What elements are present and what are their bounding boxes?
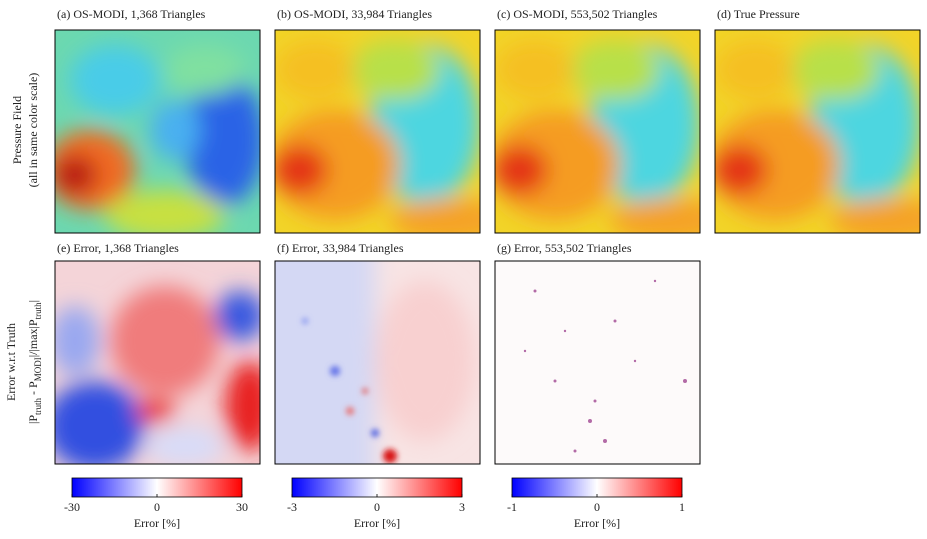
tick-label: 0	[594, 500, 600, 514]
tick-label: 30	[236, 500, 248, 514]
heatmap	[714, 29, 921, 234]
heatmap	[54, 29, 261, 234]
formula-part: |/|max|P	[26, 319, 40, 357]
tick-label: 0	[154, 500, 160, 514]
colorbar-label: Error [%]	[354, 516, 400, 530]
row-label: (all in same color scale)	[26, 73, 40, 188]
panel-title: (f) Error, 33,984 Triangles	[277, 241, 404, 255]
heatmap	[274, 260, 481, 465]
panel-title: (e) Error, 1,368 Triangles	[57, 241, 179, 255]
panel-title: (a) OS-MODI, 1,368 Triangles	[57, 7, 206, 21]
panel-title: (g) Error, 553,502 Triangles	[497, 241, 632, 255]
panel-title: (d) True Pressure	[717, 7, 800, 21]
row-label: Error w.r.t Truth	[4, 323, 18, 401]
formula-sub: MODI	[33, 357, 43, 381]
tick-label: 3	[459, 500, 465, 514]
tick-label: -30	[64, 500, 80, 514]
row-label: Pressure Field	[10, 96, 24, 164]
heatmap	[54, 260, 261, 465]
heatmap	[274, 29, 481, 234]
formula-sub: truth	[33, 397, 43, 414]
tick-label: -3	[287, 500, 297, 514]
colorbar-label: Error [%]	[574, 516, 620, 530]
formula-part: |	[26, 300, 40, 302]
formula-part: - P	[26, 381, 40, 398]
tick-label: 1	[679, 500, 685, 514]
panel-titles: (a) OS-MODI, 1,368 Triangles (b) OS-MODI…	[57, 7, 800, 255]
formula-part: |P	[26, 415, 40, 424]
heatmap	[494, 29, 701, 234]
heatmap	[494, 260, 701, 465]
tick-label: 0	[374, 500, 380, 514]
panel-title: (c) OS-MODI, 553,502 Triangles	[497, 7, 658, 21]
colorbar-label: Error [%]	[134, 516, 180, 530]
tick-label: -1	[507, 500, 517, 514]
row-formula: |Ptruth - PMODI|/|max|Ptruth|	[26, 300, 43, 424]
panel-title: (b) OS-MODI, 33,984 Triangles	[277, 7, 432, 21]
formula-sub: truth	[33, 302, 43, 319]
